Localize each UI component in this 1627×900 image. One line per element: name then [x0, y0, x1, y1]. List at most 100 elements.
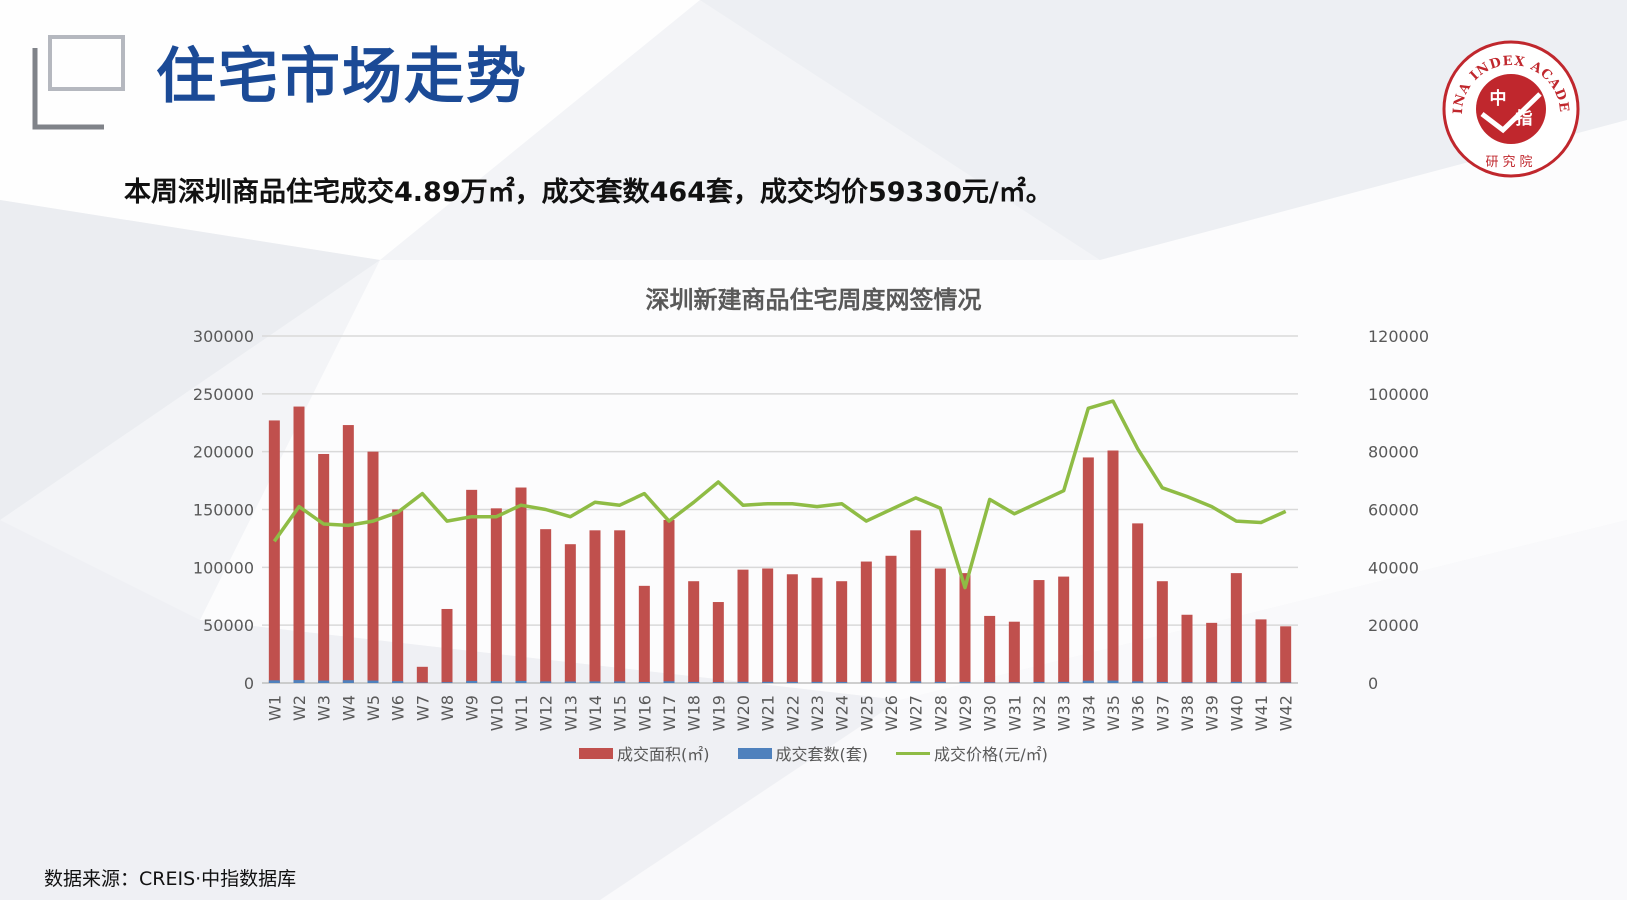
x-tick-label: W27 [907, 695, 926, 731]
y-left-tick-label: 300000 [193, 327, 254, 346]
x-tick-label: W22 [783, 695, 802, 731]
legend-label-area: 成交面积(㎡) [617, 745, 710, 764]
bar-area-W7 [416, 666, 428, 683]
bar-units-W11 [515, 680, 527, 683]
x-tick-label: W30 [981, 695, 1000, 731]
bar-area-W21 [762, 568, 774, 683]
bar-units-W17 [663, 681, 675, 683]
bar-units-W4 [342, 680, 354, 683]
bar-area-W16 [638, 585, 650, 683]
x-tick-label: W19 [709, 695, 728, 731]
x-tick-label: W5 [364, 695, 383, 721]
bar-units-W21 [762, 681, 774, 683]
y-left-tick-label: 0 [244, 674, 254, 693]
y-right-tick-label: 40000 [1368, 558, 1419, 577]
bar-units-W18 [688, 681, 700, 683]
x-tick-label: W23 [808, 695, 827, 731]
legend-label-units: 成交套数(套) [775, 745, 869, 764]
bar-units-W22 [786, 681, 798, 683]
bar-units-W40 [1230, 681, 1242, 683]
x-tick-label: W38 [1178, 695, 1197, 731]
x-tick-label: W8 [438, 695, 457, 721]
bar-units-W35 [1107, 680, 1119, 683]
x-tick-label: W29 [956, 695, 975, 731]
x-tick-label: W17 [660, 695, 679, 731]
bar-units-W16 [638, 681, 650, 683]
bar-area-W32 [1033, 580, 1045, 683]
x-tick-label: W39 [1203, 695, 1222, 731]
logo-center-top: 中 [1490, 88, 1507, 109]
chart-legend: 成交面积(㎡) 成交套数(套) 成交价格(元/㎡) [0, 741, 1627, 765]
x-tick-label: W21 [759, 695, 778, 731]
bar-units-W8 [441, 682, 453, 683]
bar-units-W13 [564, 681, 576, 683]
x-tick-label: W2 [290, 695, 309, 721]
legend-swatch-price [896, 751, 931, 755]
x-tick-label: W12 [537, 695, 556, 731]
bar-area-W3 [318, 453, 330, 683]
bar-units-W20 [737, 681, 749, 683]
legend-item-units: 成交套数(套) [737, 741, 869, 765]
bar-area-W24 [836, 581, 848, 683]
bar-area-W27 [910, 530, 922, 683]
bar-units-W30 [984, 682, 996, 683]
bar-area-W1 [268, 420, 280, 683]
y-left-tick-label: 250000 [193, 385, 254, 404]
x-tick-label: W20 [734, 695, 753, 731]
y-left-tick-label: 150000 [193, 501, 254, 520]
x-tick-label: W15 [611, 695, 630, 731]
bar-area-W31 [1008, 621, 1020, 683]
bar-area-W26 [885, 555, 897, 683]
y-left-tick-label: 50000 [203, 616, 254, 635]
x-tick-label: W25 [857, 695, 876, 731]
x-tick-label: W7 [413, 695, 432, 721]
x-tick-label: W34 [1079, 695, 1098, 731]
bar-units-W24 [836, 681, 848, 683]
logo-bottom-text: 研究院 [1485, 155, 1536, 170]
x-tick-label: W14 [586, 695, 605, 731]
bar-units-W12 [540, 681, 552, 683]
bar-area-W9 [466, 489, 478, 683]
legend-swatch-units [737, 747, 772, 759]
bar-units-W6 [392, 681, 404, 683]
bar-units-W23 [811, 681, 823, 683]
y-right-tick-label: 80000 [1368, 443, 1419, 462]
bar-area-W28 [934, 568, 946, 683]
bar-area-W41 [1255, 619, 1267, 683]
x-tick-label: W1 [265, 695, 284, 721]
bar-units-W2 [293, 680, 305, 683]
y-right-tick-label: 0 [1368, 674, 1378, 693]
x-tick-label: W11 [512, 695, 531, 731]
bar-units-W36 [1132, 681, 1144, 683]
chart-title: 深圳新建商品住宅周度网签情况 [645, 286, 982, 314]
bar-area-W38 [1181, 614, 1193, 683]
bar-units-W7 [416, 682, 428, 683]
legend-item-area: 成交面积(㎡) [579, 741, 710, 765]
bar-area-W6 [392, 509, 404, 683]
bar-units-W34 [1082, 680, 1094, 683]
x-tick-label: W35 [1104, 695, 1123, 731]
x-tick-label: W18 [685, 695, 704, 731]
x-tick-label: W37 [1153, 695, 1172, 731]
bar-units-W1 [268, 680, 280, 683]
bar-units-W10 [490, 681, 502, 683]
x-tick-label: W10 [487, 695, 506, 731]
x-tick-label: W3 [315, 695, 334, 721]
bar-units-W29 [959, 681, 971, 683]
x-tick-label: W32 [1030, 695, 1049, 731]
bar-area-W25 [860, 561, 872, 683]
bar-units-W27 [910, 681, 922, 683]
bar-area-W5 [367, 451, 379, 683]
bar-area-W40 [1230, 573, 1242, 683]
x-tick-label: W24 [833, 695, 852, 731]
bar-units-W33 [1058, 681, 1070, 683]
bar-area-W17 [663, 519, 675, 683]
bar-units-W31 [1008, 682, 1020, 683]
y-left-tick-label: 200000 [193, 443, 254, 462]
x-tick-label: W28 [931, 695, 950, 731]
legend-label-price: 成交价格(元/㎡) [934, 745, 1048, 764]
bar-area-W30 [984, 615, 996, 683]
bar-area-W8 [441, 608, 453, 683]
